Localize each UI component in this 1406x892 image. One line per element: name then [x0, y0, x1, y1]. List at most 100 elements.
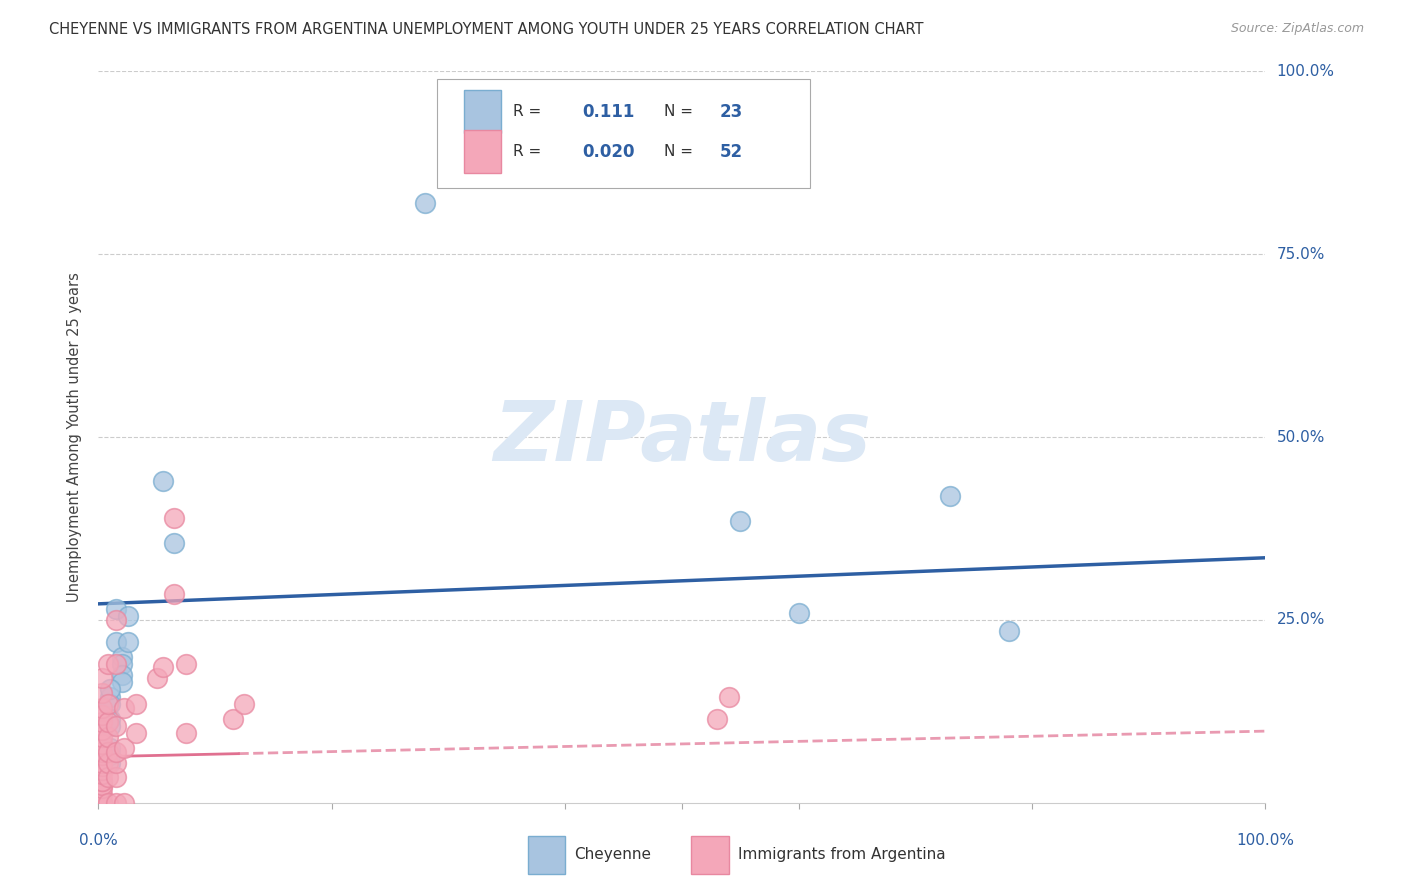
Point: [97, 770, 120, 784]
Text: N =: N =: [665, 145, 693, 160]
Point: [90, 766, 112, 780]
Point: [97, 796, 120, 810]
Point: [90, 700, 112, 714]
Point: [90, 773, 112, 788]
Point: [90, 745, 112, 759]
Point: [111, 667, 134, 681]
Point: [717, 690, 740, 704]
Point: [98, 697, 121, 711]
Point: [98, 682, 121, 697]
Point: [111, 675, 134, 690]
Point: [97, 745, 120, 759]
Point: [90, 763, 112, 777]
Text: Immigrants from Argentina: Immigrants from Argentina: [738, 847, 946, 862]
Point: [152, 474, 174, 488]
Point: [90, 796, 112, 810]
Point: [104, 635, 127, 649]
Point: [97, 715, 120, 730]
Point: [221, 712, 243, 726]
Point: [98, 740, 121, 755]
Point: [104, 613, 127, 627]
FancyBboxPatch shape: [464, 90, 501, 133]
FancyBboxPatch shape: [692, 836, 728, 874]
Point: [98, 690, 121, 704]
Point: [104, 745, 127, 759]
Point: [90, 778, 112, 792]
Point: [90, 756, 112, 770]
FancyBboxPatch shape: [437, 78, 810, 188]
Text: 75.0%: 75.0%: [1277, 247, 1324, 261]
Point: [233, 697, 256, 711]
Point: [413, 196, 436, 211]
FancyBboxPatch shape: [464, 130, 501, 173]
Text: 0.020: 0.020: [582, 143, 636, 161]
Point: [104, 756, 127, 770]
Text: Cheyenne: Cheyenne: [575, 847, 651, 862]
Point: [125, 726, 148, 740]
Point: [98, 712, 121, 726]
Point: [97, 657, 120, 671]
Point: [90, 759, 112, 773]
Point: [111, 649, 134, 664]
Point: [111, 657, 134, 671]
Point: [104, 602, 127, 616]
Point: [174, 726, 197, 740]
Text: N =: N =: [665, 104, 693, 120]
Point: [706, 712, 728, 726]
Point: [90, 789, 112, 803]
Point: [104, 657, 127, 671]
Point: [90, 730, 112, 744]
Text: R =: R =: [513, 145, 541, 160]
Text: CHEYENNE VS IMMIGRANTS FROM ARGENTINA UNEMPLOYMENT AMONG YOUTH UNDER 25 YEARS CO: CHEYENNE VS IMMIGRANTS FROM ARGENTINA UN…: [49, 22, 924, 37]
Y-axis label: Unemployment Among Youth under 25 years: Unemployment Among Youth under 25 years: [67, 272, 83, 602]
Text: ZIPatlas: ZIPatlas: [494, 397, 870, 477]
Point: [939, 489, 962, 503]
Point: [117, 635, 139, 649]
Point: [117, 609, 139, 624]
Point: [997, 624, 1019, 638]
Text: 23: 23: [720, 103, 742, 120]
Point: [125, 697, 148, 711]
Point: [90, 773, 112, 788]
Text: R =: R =: [513, 104, 541, 120]
Point: [90, 781, 112, 796]
Point: [90, 686, 112, 700]
Text: 52: 52: [720, 143, 742, 161]
Text: 25.0%: 25.0%: [1277, 613, 1324, 627]
Point: [152, 660, 174, 674]
Point: [787, 606, 810, 620]
Point: [112, 796, 135, 810]
Point: [104, 719, 127, 733]
Text: 100.0%: 100.0%: [1236, 833, 1295, 848]
Point: [90, 708, 112, 723]
Point: [90, 723, 112, 737]
Text: Source: ZipAtlas.com: Source: ZipAtlas.com: [1230, 22, 1364, 36]
Point: [174, 657, 197, 671]
Point: [730, 514, 752, 528]
Point: [97, 756, 120, 770]
Text: 50.0%: 50.0%: [1277, 430, 1324, 444]
Point: [163, 510, 186, 524]
Point: [90, 672, 112, 686]
Point: [90, 796, 112, 810]
Point: [98, 756, 121, 770]
Point: [104, 770, 127, 784]
Point: [163, 536, 186, 550]
Point: [146, 672, 169, 686]
Text: 0.0%: 0.0%: [79, 833, 118, 848]
Point: [97, 697, 120, 711]
Point: [163, 587, 186, 601]
Point: [97, 730, 120, 744]
FancyBboxPatch shape: [527, 836, 565, 874]
Point: [98, 748, 121, 763]
Point: [90, 748, 112, 763]
Point: [98, 719, 121, 733]
Text: 100.0%: 100.0%: [1277, 64, 1334, 78]
Point: [112, 700, 135, 714]
Point: [90, 737, 112, 751]
Point: [112, 740, 135, 755]
Point: [90, 715, 112, 730]
Text: 0.111: 0.111: [582, 103, 636, 120]
Point: [104, 796, 127, 810]
Point: [90, 796, 112, 810]
